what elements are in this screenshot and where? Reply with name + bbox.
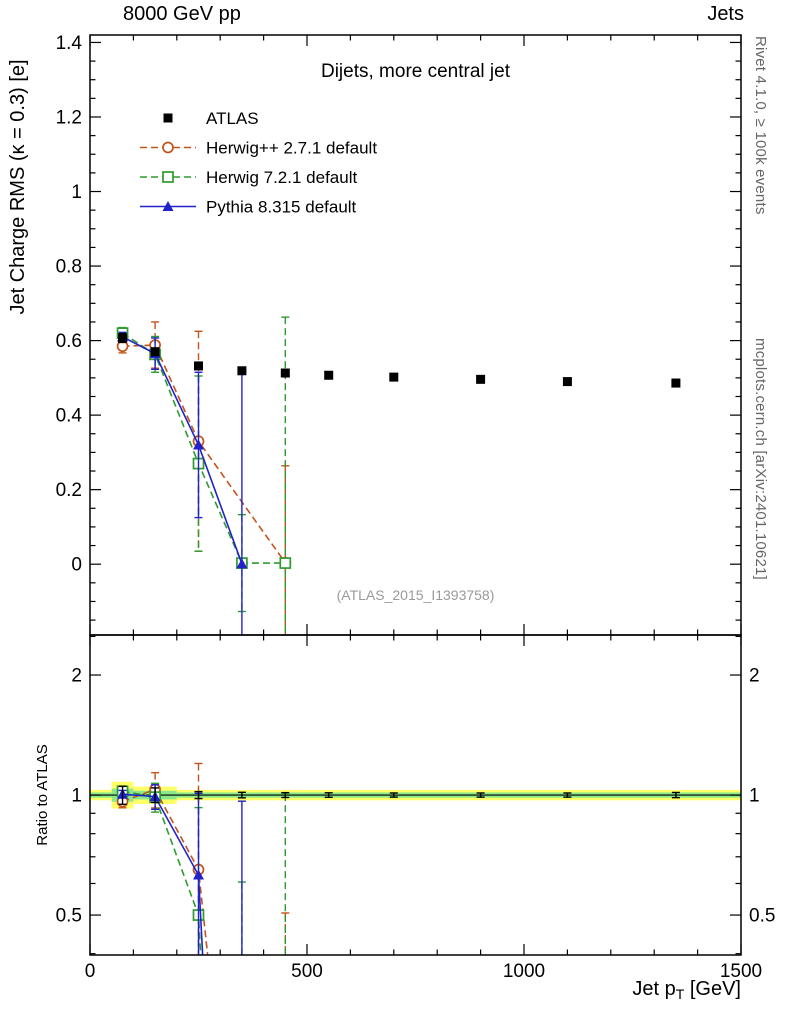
x-tick-label: 500 xyxy=(291,961,323,982)
panel-frame xyxy=(89,34,742,636)
axis-tick-labels: 0 0.2 0.4 0.6 0.8 1 1.2 1.4 xyxy=(56,33,83,576)
marker-filled-square xyxy=(194,361,203,371)
y-tick-label: 0.5 xyxy=(56,906,82,927)
y-tick-label: 0 xyxy=(71,555,82,576)
beam-energy-label: 8000 GeV pp xyxy=(123,3,241,25)
panel-main: 0 0.2 0.4 0.6 0.8 1 1.2 1.4 Jet Charge RMS (κ = … xyxy=(7,33,742,636)
marker-filled-triangle xyxy=(162,201,174,211)
y-axis-label: Jet Charge RMS (κ = 0.3) [e] xyxy=(7,59,29,314)
marker-open-circle xyxy=(162,141,174,154)
legend-entry: Herwig 7.2.1 default xyxy=(140,168,357,187)
y-tick-label: 2 xyxy=(71,666,82,687)
series-herwig-7-2-1-default xyxy=(116,782,290,955)
y-tick-label: 1 xyxy=(71,182,82,203)
legend-label: Pythia 8.315 default xyxy=(206,198,357,217)
marker-filled-triangle xyxy=(236,558,248,569)
x-tick-label: 0 xyxy=(85,961,96,982)
series-herwig-2-7-1-default xyxy=(116,321,292,635)
legend-entry: ATLAS xyxy=(163,109,259,128)
legend-label: Herwig 7.2.1 default xyxy=(206,168,357,187)
marker-filled-square xyxy=(324,370,334,380)
series-atlas xyxy=(118,332,681,388)
y-axis-label: Ratio to ATLAS xyxy=(34,744,51,845)
panel-content xyxy=(90,762,741,955)
axis-ticks xyxy=(89,635,742,955)
marker-filled-square xyxy=(150,347,160,357)
plot-title: Dijets, more central jet xyxy=(321,61,511,82)
y-tick-label-right: 2 xyxy=(749,666,760,687)
x-axis-label: Jet pT [GeV] xyxy=(632,978,741,1002)
y-tick-label: 0.8 xyxy=(56,257,82,278)
marker-filled-square xyxy=(237,366,247,376)
series-line xyxy=(122,790,202,955)
axis-tick-labels: 0.5 1 2 0.5 1 2 0 500 1000 1500 xyxy=(56,666,776,982)
marker-open-square xyxy=(162,171,174,183)
series-line xyxy=(122,344,286,564)
series-line xyxy=(122,788,209,955)
marker-filled-square xyxy=(389,372,399,382)
x-tick-label: 1500 xyxy=(720,961,762,982)
marker-open-square xyxy=(279,557,292,569)
y-tick-label: 0.2 xyxy=(56,480,82,501)
legend-entry: Herwig++ 2.7.1 default xyxy=(140,139,377,158)
legend-entry: Pythia 8.315 default xyxy=(140,198,357,217)
marker-filled-square xyxy=(476,374,486,384)
marker-filled-square xyxy=(163,113,173,123)
legend-label: Herwig++ 2.7.1 default xyxy=(206,139,377,158)
marker-filled-square xyxy=(280,368,290,378)
series-atlas xyxy=(118,785,680,805)
y-tick-label-right: 0.5 xyxy=(749,906,775,927)
y-tick-label: 1.4 xyxy=(56,33,83,54)
series-line xyxy=(122,793,204,955)
series-pythia-8-315-default xyxy=(117,331,248,635)
legend: ATLAS Herwig++ 2.7.1 default Herwig 7.2.1 … xyxy=(140,109,377,217)
y-tick-label: 1 xyxy=(71,786,82,807)
panel-ratio: 0.5 1 2 0.5 1 2 0 500 1000 1500 Ratio to ATLAS Jet … xyxy=(34,634,776,1002)
y-tick-label-right: 1 xyxy=(749,786,760,807)
series-pythia-8-315-default xyxy=(117,784,246,955)
series-herwig-7-2-1-default xyxy=(116,316,292,635)
y-tick-label: 1.2 xyxy=(56,107,82,128)
axis-ticks xyxy=(89,35,742,635)
watermark: (ATLAS_2015_I1393758) xyxy=(337,587,495,603)
marker-filled-square xyxy=(671,378,681,388)
marker-filled-triangle xyxy=(193,439,204,450)
series-line xyxy=(122,336,243,565)
y-tick-label: 0.6 xyxy=(56,331,82,352)
marker-filled-triangle xyxy=(193,869,204,880)
legend-label: ATLAS xyxy=(206,109,259,128)
y-tick-label: 0.4 xyxy=(56,406,83,427)
panel-content xyxy=(116,316,681,635)
marker-filled-square xyxy=(118,333,128,343)
marker-filled-square xyxy=(562,377,572,387)
x-tick-label: 1000 xyxy=(503,961,545,982)
process-group-label: Jets xyxy=(707,3,744,25)
